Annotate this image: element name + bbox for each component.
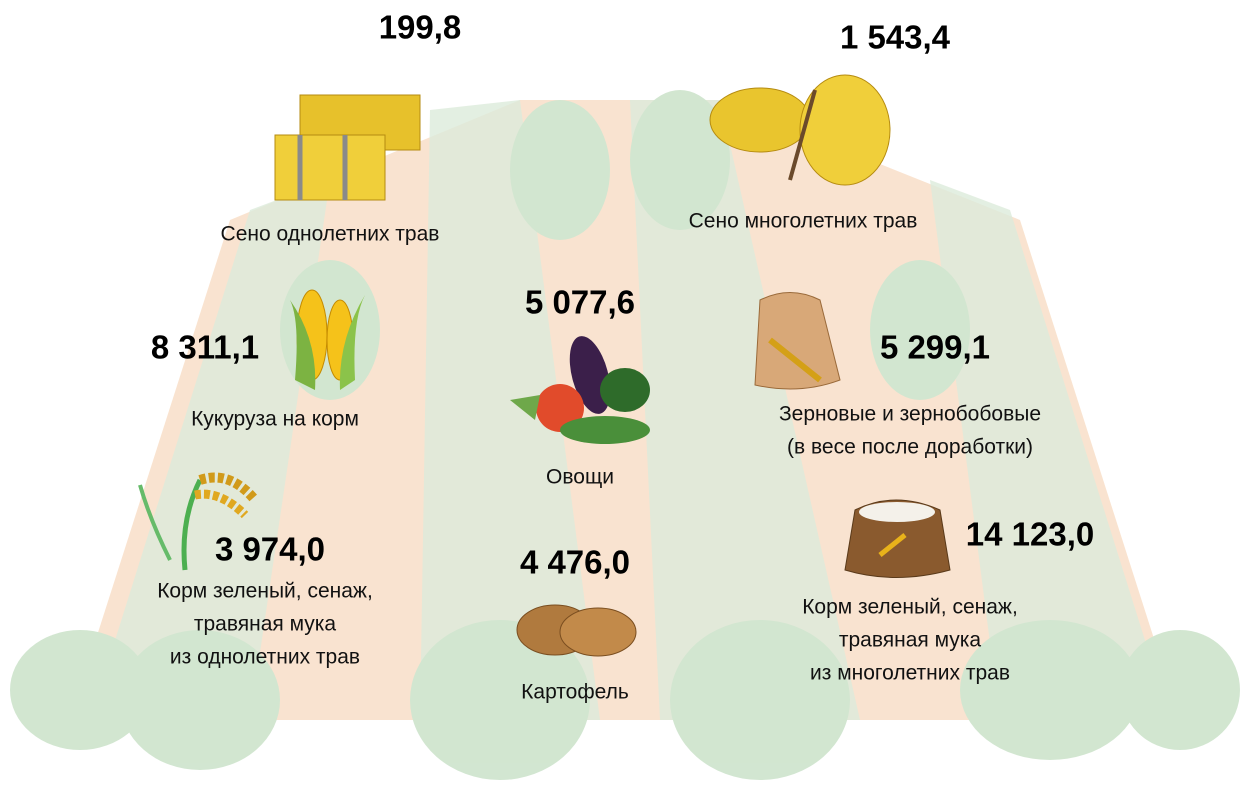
item-label: из многолетних трав (810, 662, 1010, 685)
item-label: Корм зеленый, сенаж, (157, 580, 373, 603)
item-label: из однолетних трав (170, 646, 360, 669)
item-label: Овощи (546, 466, 614, 489)
item-label: Кукуруза на корм (191, 408, 359, 431)
item-label: Картофель (521, 681, 629, 704)
value-label: 14 123,0 (966, 516, 1094, 553)
item-label: Сено многолетних трав (689, 210, 918, 233)
value-label: 3 974,0 (215, 531, 325, 568)
value-label: 5 077,6 (525, 284, 635, 321)
infographic: 199,8 Сено однолетних трав 1 543,4 Сено мно… (0, 0, 1247, 802)
item-label: Зерновые и зернобобовые (779, 403, 1041, 426)
item-label: Сено однолетних трав (221, 223, 440, 246)
flour-sack-icon (845, 500, 950, 578)
item-label: Корм зеленый, сенаж, (802, 596, 1018, 619)
potato-icon (517, 605, 636, 656)
value-label: 1 543,4 (840, 19, 951, 56)
item-label: травяная мука (194, 613, 337, 636)
value-label: 8 311,1 (151, 329, 259, 366)
value-label: 199,8 (379, 9, 462, 46)
value-label: 4 476,0 (520, 544, 630, 581)
item-label: травяная мука (839, 629, 982, 652)
value-label: 5 299,1 (880, 329, 990, 366)
item-label: (в весе после доработки) (787, 436, 1033, 459)
